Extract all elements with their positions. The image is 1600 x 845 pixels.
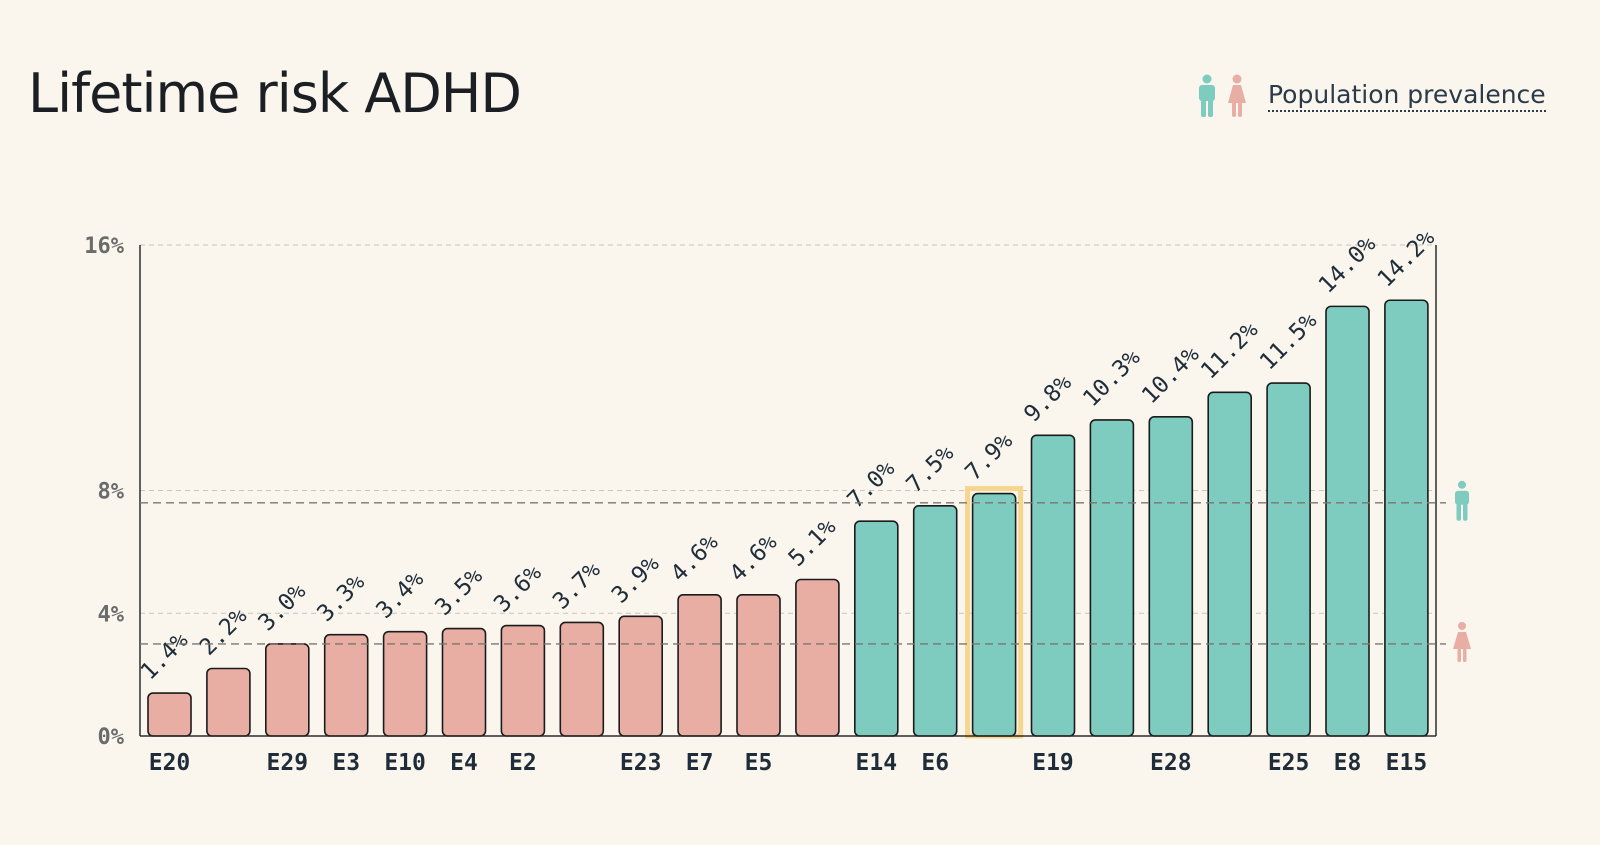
bars <box>147 299 1429 739</box>
bar-value-label: 14.2% <box>1373 225 1440 292</box>
x-tick-label: E4 <box>450 750 478 776</box>
bar[interactable] <box>1148 416 1194 737</box>
bar[interactable] <box>382 630 428 737</box>
page-title: Lifetime risk ADHD <box>28 62 522 125</box>
population-prevalence-link[interactable]: Population prevalence <box>1268 80 1546 112</box>
bar-value-label: 4.6% <box>666 529 724 587</box>
reference-lines <box>140 480 1471 662</box>
x-tick-label: E14 <box>856 750 898 776</box>
bar-value-label: 7.9% <box>960 428 1018 486</box>
bar[interactable] <box>677 594 722 737</box>
y-tick-label: 4% <box>98 602 125 627</box>
x-tick-label: E23 <box>620 750 662 776</box>
bar-value-label: 1.4% <box>136 628 194 686</box>
female-person-icon <box>1228 74 1246 117</box>
x-tick-label: E20 <box>149 750 191 776</box>
axes: 0% 4% 8% 16% E20 E29 E3 E10 E4 E2 E23 E7 E5 E14 E6 E19 E… <box>84 234 1437 776</box>
bar[interactable] <box>264 643 310 737</box>
x-tick-label: E3 <box>332 750 360 776</box>
x-tick-label: E28 <box>1150 750 1192 776</box>
bar[interactable] <box>1384 299 1429 737</box>
bar-value-label: 3.0% <box>254 579 312 637</box>
icon-body <box>1455 490 1469 505</box>
x-tick-label: E15 <box>1386 750 1428 776</box>
bar[interactable] <box>736 594 781 737</box>
x-tick-label: E8 <box>1334 750 1362 776</box>
female-person-icon <box>1453 621 1471 662</box>
bar-value-label: 7.5% <box>902 440 960 498</box>
bar[interactable] <box>1207 391 1252 737</box>
bar-value-label: 3.5% <box>430 563 488 621</box>
male-person-icon <box>1199 74 1215 117</box>
bar[interactable] <box>971 492 1017 737</box>
y-tick-label: 0% <box>98 725 125 750</box>
bar[interactable] <box>500 624 546 737</box>
bar-value-label: 3.9% <box>607 551 665 609</box>
x-tick-label: E19 <box>1032 750 1074 776</box>
bar[interactable] <box>795 578 840 737</box>
bar[interactable] <box>618 615 664 737</box>
x-tick-label: E10 <box>384 750 426 776</box>
bar-value-label: 5.1% <box>784 514 842 572</box>
y-tick-label: 16% <box>84 234 124 259</box>
icon-leg <box>1463 502 1468 521</box>
x-tick-label: E7 <box>686 750 714 776</box>
bar[interactable] <box>1030 434 1076 737</box>
x-tick-label: E29 <box>267 750 309 776</box>
x-tick-label: E6 <box>921 750 949 776</box>
bar-value-label: 14.0% <box>1314 231 1381 298</box>
bar[interactable] <box>441 627 487 737</box>
bar[interactable] <box>912 505 958 737</box>
bar-value-label: 10.4% <box>1137 342 1204 409</box>
icon-head <box>1458 621 1466 630</box>
icon-leg <box>1463 647 1467 662</box>
bar[interactable] <box>206 667 251 737</box>
bar-value-label: 2.2% <box>195 603 253 661</box>
bar[interactable] <box>1089 419 1135 737</box>
icon-body <box>1453 631 1471 649</box>
bar-value-label: 4.6% <box>725 529 783 587</box>
bar[interactable] <box>1325 305 1370 737</box>
bar-value-label: 10.3% <box>1078 345 1145 412</box>
bar-value-label: 7.0% <box>843 456 901 514</box>
bar[interactable] <box>559 621 605 737</box>
bar[interactable] <box>853 520 899 737</box>
bar-value-label: 11.2% <box>1196 317 1263 384</box>
bar-value-label: 3.3% <box>313 569 371 627</box>
icon-head <box>1458 480 1466 489</box>
x-tick-label: E2 <box>509 750 537 776</box>
legend: Population prevalence <box>1196 74 1546 118</box>
bar[interactable] <box>1266 382 1311 737</box>
bar[interactable] <box>147 692 192 737</box>
x-tick-label: E25 <box>1268 750 1310 776</box>
icon-leg <box>1457 647 1461 662</box>
bar-value-label: 11.5% <box>1255 308 1322 375</box>
bar-value-label: 3.6% <box>489 560 547 618</box>
x-tick-label: E5 <box>745 750 773 776</box>
bar-value-label: 3.7% <box>548 557 606 615</box>
icon-leg <box>1456 502 1461 521</box>
y-tick-label: 8% <box>98 480 125 505</box>
bar[interactable] <box>323 633 369 737</box>
bar-value-label: 9.8% <box>1019 370 1077 428</box>
bar-value-label: 3.4% <box>371 566 429 624</box>
male-person-icon <box>1455 480 1469 521</box>
